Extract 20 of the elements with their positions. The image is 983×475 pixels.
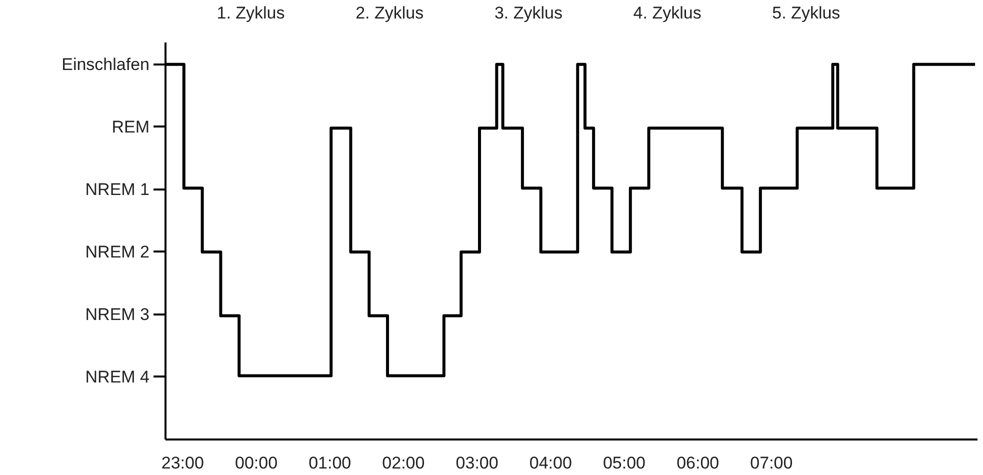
category-label: NREM 3 <box>85 304 150 324</box>
x-tick-label: 23:00 <box>161 454 204 472</box>
x-tick-label: 04:00 <box>529 454 572 472</box>
x-tick-label: 05:00 <box>602 454 646 472</box>
x-tick-label: 02:00 <box>382 454 425 472</box>
x-tick-label: 01:00 <box>308 454 352 472</box>
category-label: NREM 2 <box>85 242 150 262</box>
category-label: NREM 1 <box>85 180 150 199</box>
x-tick-label: 03:00 <box>456 454 498 472</box>
x-tick-label: 06:00 <box>676 454 720 472</box>
text: 2. Zyklus <box>356 4 424 22</box>
category-label: REM <box>112 117 150 136</box>
text: 5. Zyklus <box>772 4 840 22</box>
text: 1. Zyklus <box>216 4 285 22</box>
x-tick-label: 07:00 <box>750 454 793 472</box>
category-label: NREM 4 <box>85 367 150 386</box>
text: 3. Zyklus <box>494 4 562 22</box>
x-tick-label: 00:00 <box>234 454 278 472</box>
category-label: Einschlafen <box>62 54 150 74</box>
text: 4. Zyklus <box>633 4 702 22</box>
